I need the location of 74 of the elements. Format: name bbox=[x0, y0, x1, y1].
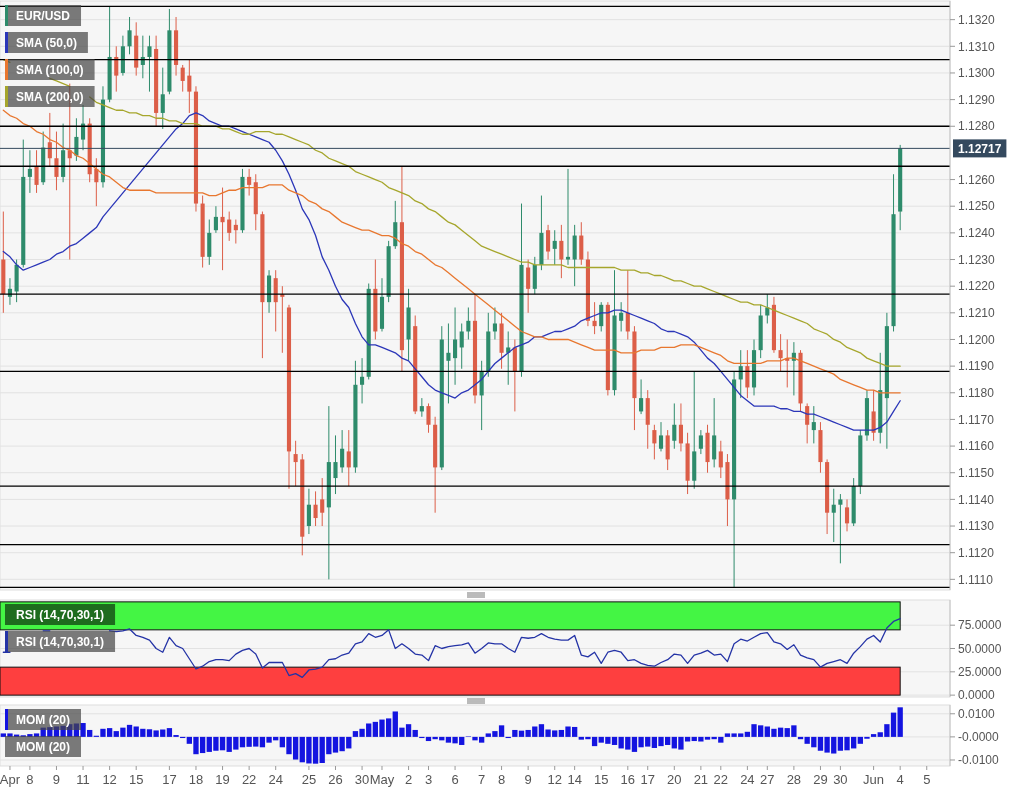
x-tick-label: 11 bbox=[76, 771, 90, 787]
x-tick-label: 9 bbox=[52, 771, 61, 787]
y-tick-label: 1.1210 bbox=[958, 306, 996, 321]
legend-label: SMA (200,0) bbox=[16, 89, 84, 104]
x-tick-label: 17 bbox=[162, 771, 177, 787]
x-tick-label: 26 bbox=[328, 771, 343, 787]
x-tick-label: 24 bbox=[740, 771, 755, 787]
y-tick-label: 1.1250 bbox=[958, 199, 996, 214]
x-tick-label: 15 bbox=[593, 771, 609, 787]
y-tick-label: 1.1230 bbox=[958, 252, 996, 267]
y-tick-label: 1.1260 bbox=[958, 172, 996, 187]
legend-label: SMA (50,0) bbox=[16, 35, 77, 50]
x-tick-label: 16 bbox=[620, 771, 636, 787]
x-tick-label: 12 bbox=[547, 771, 562, 787]
x-tick-label: 8 bbox=[497, 771, 506, 787]
x-tick-label: 19 bbox=[215, 771, 230, 787]
x-tick-label: Apr bbox=[0, 771, 21, 787]
x-tick-label: 8 bbox=[26, 771, 34, 787]
x-tick-label: 2 bbox=[404, 771, 413, 787]
x-tick-label: 30 bbox=[833, 771, 848, 787]
x-tick-label: 12 bbox=[102, 771, 117, 787]
y-tick-label: 1.1160 bbox=[958, 439, 995, 454]
y-tick-label: 1.1170 bbox=[958, 412, 995, 427]
x-tick-label: 22 bbox=[241, 771, 257, 787]
x-tick-label: 6 bbox=[451, 771, 459, 787]
y-tick-label: 1.1130 bbox=[958, 519, 995, 534]
x-tick-label: 20 bbox=[667, 771, 682, 787]
y-tick-label: 1.1310 bbox=[958, 39, 996, 54]
x-tick-label: May bbox=[369, 771, 395, 787]
band-label: RSI (14,70,30,1) bbox=[16, 607, 105, 622]
x-tick-label: 3 bbox=[424, 771, 433, 787]
x-tick-label: 30 bbox=[354, 771, 370, 787]
y-tick-label: 50.0000 bbox=[958, 641, 1002, 656]
x-tick-label: 24 bbox=[268, 771, 283, 787]
y-tick-label: 1.1110 bbox=[958, 572, 994, 587]
y-tick-label: 75.0000 bbox=[958, 618, 1002, 633]
y-tick-label: 1.1140 bbox=[958, 492, 995, 507]
y-tick-label: 1.1280 bbox=[958, 119, 996, 134]
x-tick-label: 7 bbox=[478, 771, 486, 787]
y-tick-label: 1.1190 bbox=[958, 359, 995, 374]
x-tick-label: 9 bbox=[524, 771, 532, 787]
y-tick-label: 1.1300 bbox=[958, 66, 996, 81]
y-tick-label: 1.1150 bbox=[958, 465, 995, 480]
x-tick-label: Jun bbox=[863, 771, 885, 787]
x-tick-label: 22 bbox=[713, 771, 729, 787]
x-tick-label: 5 bbox=[923, 771, 931, 787]
legend-label: RSI (14,70,30,1) bbox=[16, 634, 105, 649]
annotation: MOM (20) bbox=[16, 739, 70, 754]
y-tick-label: 1.1220 bbox=[958, 279, 996, 294]
x-tick-label: 15 bbox=[128, 771, 144, 787]
x-tick-label: 17 bbox=[640, 771, 655, 787]
y-tick-label: 1.1320 bbox=[958, 12, 996, 27]
x-tick-label: 14 bbox=[567, 771, 582, 787]
y-tick-label: 25.0000 bbox=[958, 665, 1002, 680]
x-tick-label: 18 bbox=[188, 771, 204, 787]
x-tick-label: 4 bbox=[896, 771, 904, 787]
x-tick-label: 27 bbox=[760, 771, 775, 787]
y-tick-label: 1.1200 bbox=[958, 332, 996, 347]
x-tick-label: 29 bbox=[813, 771, 828, 787]
legend-label: SMA (100,0) bbox=[16, 62, 84, 77]
legend-label: EUR/USD bbox=[16, 8, 71, 23]
x-tick-label: 28 bbox=[786, 771, 802, 787]
legend-label: MOM (20) bbox=[16, 712, 70, 727]
y-tick-label: 1.1180 bbox=[958, 385, 995, 400]
y-tick-label: 1.1290 bbox=[958, 92, 996, 107]
y-tick-label: 1.1240 bbox=[958, 226, 996, 241]
y-tick-label: 1.1120 bbox=[958, 545, 995, 560]
y-tick-label: 0.0000 bbox=[958, 688, 996, 703]
y-tick-label: 0.0100 bbox=[958, 706, 996, 721]
y-tick-label: -0.0000 bbox=[958, 730, 1000, 745]
x-tick-label: 21 bbox=[693, 771, 709, 787]
x-tick-label: 25 bbox=[301, 771, 317, 787]
ref-line-label: 1.12717 bbox=[958, 141, 1002, 156]
y-tick-label: -0.0100 bbox=[958, 753, 1000, 768]
